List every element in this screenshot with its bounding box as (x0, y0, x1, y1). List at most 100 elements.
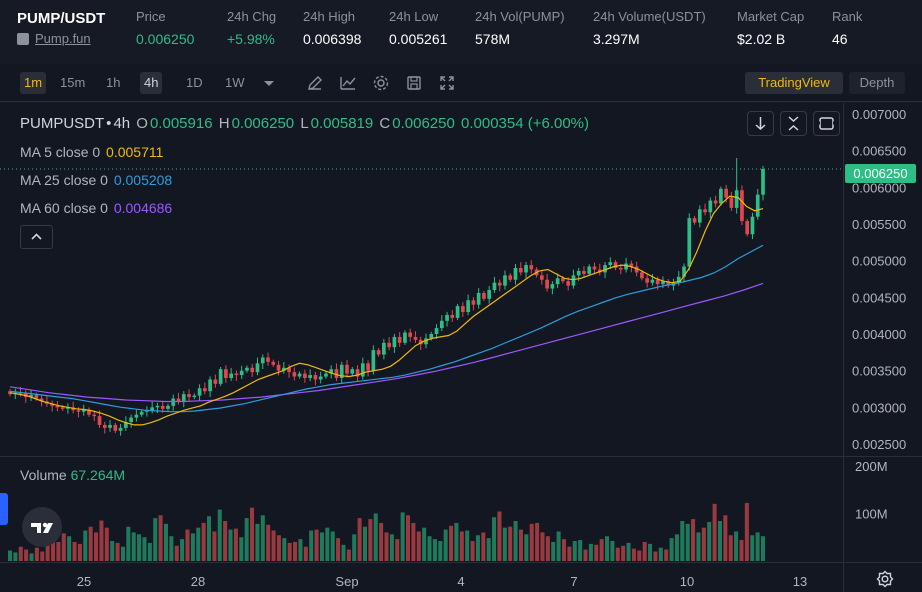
candle-body (518, 268, 523, 273)
maximize-button[interactable] (813, 111, 840, 136)
tradingview-tab[interactable]: TradingView (745, 72, 843, 94)
volume-bar (72, 541, 77, 561)
candle-body (676, 276, 681, 283)
candle-body (450, 314, 455, 318)
candle-body (592, 266, 597, 270)
candle-body (145, 410, 149, 412)
save-icon[interactable] (404, 73, 424, 93)
volume-bar (212, 531, 217, 561)
candle-body (734, 190, 739, 208)
volume-bar (621, 545, 626, 561)
volume-bar (556, 531, 561, 561)
volume-bar (449, 525, 454, 561)
volume-bar (120, 546, 125, 561)
candle-body (339, 364, 344, 378)
stat-label: 24h Volume(USDT) (593, 9, 706, 24)
candle-body (471, 300, 476, 305)
indicator-icon[interactable] (338, 73, 358, 93)
stat-price: Price 0.006250 (136, 9, 194, 47)
candle-body (266, 357, 270, 362)
price-chart[interactable]: 0.007000 0.006500 0.006000 0.005500 0.005000… (0, 103, 922, 592)
volume-bar (34, 547, 39, 561)
timeframe-4h[interactable]: 4h (140, 72, 163, 94)
candle-body (661, 281, 665, 285)
volume-bar (94, 532, 99, 561)
candle-body (66, 407, 70, 409)
volume-bar (701, 527, 706, 561)
volume-bar (551, 541, 556, 561)
stat-label: 24h High (303, 9, 356, 24)
candle-body (387, 342, 391, 348)
collapse-chart-button[interactable] (780, 111, 807, 136)
volume-bar (405, 515, 411, 561)
volume-bar (368, 519, 373, 561)
volume-label: Volume (20, 467, 67, 483)
depth-tab[interactable]: Depth (849, 72, 905, 94)
tradingview-logo[interactable] (22, 507, 62, 547)
timeframe-1h[interactable]: 1h (106, 75, 121, 90)
stat-value: 0.006398 (303, 31, 362, 47)
candle-body (439, 320, 444, 329)
pair-title: PUMP/USDT (17, 10, 106, 27)
volume-bar (475, 535, 480, 561)
volume-bar (7, 550, 13, 561)
candle-body (397, 336, 402, 343)
pump-fun-icon (17, 32, 29, 45)
candle-body (761, 169, 765, 195)
volume-bar (298, 539, 303, 561)
volume-bar (153, 518, 158, 561)
candle-body (166, 405, 170, 409)
timeframe-1w[interactable]: 1W (225, 75, 245, 90)
stat-label: 24h Chg (227, 9, 277, 24)
volume-bar (583, 549, 588, 561)
volume-bar (336, 538, 341, 561)
time-tick-label: Sep (335, 574, 358, 589)
fullscreen-icon[interactable] (437, 73, 457, 93)
volume-bar (508, 526, 513, 561)
collapse-legend-button[interactable] (20, 225, 53, 249)
scroll-down-button[interactable] (747, 111, 774, 136)
timeframe-15m[interactable]: 15m (60, 75, 86, 90)
volume-bar (244, 518, 249, 561)
stat-label: Rank (832, 9, 863, 24)
candle-body (576, 270, 581, 276)
candle-body (618, 268, 623, 270)
volume-bar (18, 546, 23, 561)
stat-value: 578M (475, 31, 511, 47)
stat-label: Market Cap (737, 9, 805, 24)
volume-bar (293, 541, 298, 561)
chevron-down-icon[interactable] (259, 73, 279, 93)
candle-body (371, 350, 376, 371)
legend-low-key: L (300, 115, 309, 132)
candle-body (466, 300, 470, 312)
volume-bar (282, 538, 287, 561)
ma60-legend: MA 60 close 0 0.004686 (20, 200, 174, 216)
chart-settings-gear-icon[interactable] (875, 569, 895, 589)
pencil-icon[interactable] (305, 73, 325, 93)
legend-symbol: PUMPUSDT (20, 115, 105, 132)
legend-high: 0.006250 (231, 115, 295, 132)
candle-body (571, 275, 576, 286)
timeframe-1m[interactable]: 1m (20, 72, 47, 94)
candle-body (213, 379, 218, 384)
volume-bar (61, 533, 66, 561)
volume-bar (502, 527, 507, 561)
volume-bar (196, 527, 201, 561)
volume-bar (314, 529, 319, 561)
volume-bar (599, 539, 604, 561)
legend-open-key: O (136, 115, 148, 132)
candle-body (187, 394, 191, 398)
volume-bar (518, 529, 523, 561)
panel-drag-handle[interactable] (0, 493, 8, 525)
volume-bar (626, 542, 631, 561)
candle-body (524, 265, 528, 273)
source-link[interactable]: Pump.fun (17, 31, 91, 46)
ma5-legend: MA 5 close 0 0.005711 (20, 144, 165, 160)
chart-canvas[interactable]: 0.007000 0.006500 0.006000 0.005500 0.005000… (0, 103, 922, 592)
candle-body (424, 338, 428, 345)
gear-icon[interactable] (371, 73, 391, 93)
candle-body (655, 279, 660, 285)
candle-body (60, 407, 65, 409)
candle-body (613, 262, 618, 268)
timeframe-1d[interactable]: 1D (186, 75, 203, 90)
